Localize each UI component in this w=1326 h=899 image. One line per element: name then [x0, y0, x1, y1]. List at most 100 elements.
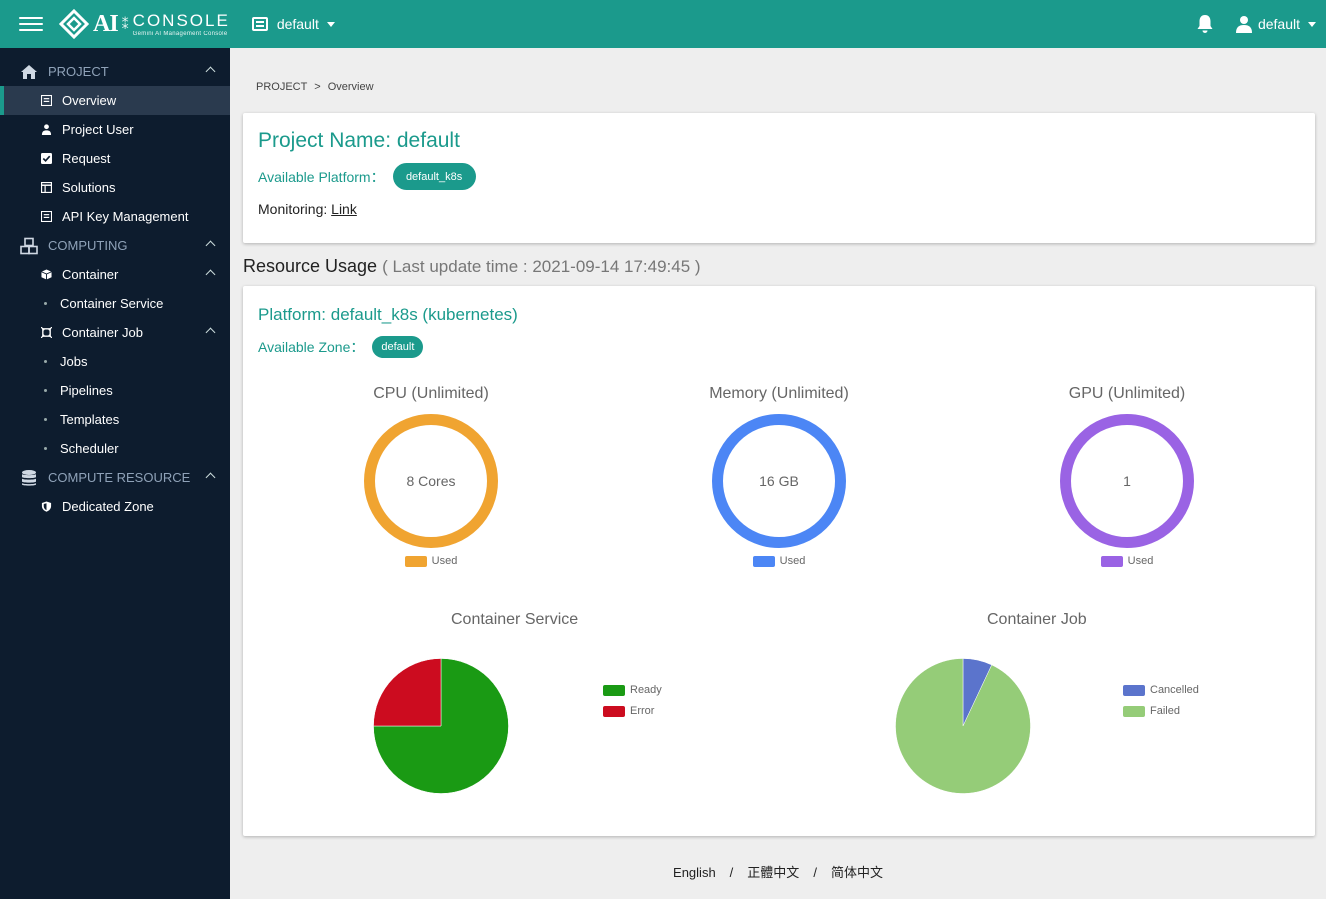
sidebar-item-jobs[interactable]: Jobs — [0, 347, 230, 376]
platform-pill[interactable]: default_k8s — [392, 163, 476, 190]
sidebar-item-project-user[interactable]: Project User — [0, 115, 230, 144]
list-icon — [40, 211, 52, 223]
sidebar-item-scheduler[interactable]: Scheduler — [0, 434, 230, 463]
sidebar-section-label: PROJECT — [48, 64, 109, 79]
sidebar-item-label: Pipelines — [60, 383, 113, 398]
user-name: default — [1257, 16, 1300, 32]
memory-donut-center: 16 GB — [759, 473, 799, 489]
list-icon — [40, 95, 52, 107]
gpu-legend-used[interactable]: Used — [1100, 555, 1154, 567]
legend-item-error[interactable]: Error — [603, 705, 662, 717]
sidebar-item-api-key[interactable]: API Key Management — [0, 202, 230, 231]
memory-legend-used[interactable]: Used — [752, 555, 806, 567]
cpu-donut-center: 8 Cores — [406, 473, 455, 489]
gpu-donut-ring[interactable] — [1060, 414, 1194, 548]
logo-ai-text: AI — [93, 10, 119, 37]
gpu-donut-chart: GPU (Unlimited) 1 Used — [1027, 385, 1227, 572]
resource-usage-heading: Resource Usage ( Last update time : 2021… — [243, 256, 701, 277]
chevron-up-icon — [205, 66, 216, 77]
sidebar-item-label: Request — [62, 151, 111, 166]
sidebar-item-container-service[interactable]: Container Service — [0, 289, 230, 318]
cube-icon — [40, 269, 52, 281]
legend-label: Used — [1127, 555, 1154, 567]
pie-slice-error[interactable] — [373, 658, 442, 727]
project-card: Project Name: default Available Platform… — [243, 113, 1315, 243]
caret-down-icon — [1308, 21, 1316, 27]
zone-pill[interactable]: default — [372, 336, 424, 358]
logo-subtitle: Gemini AI Management Console — [132, 30, 228, 37]
sidebar-item-pipelines[interactable]: Pipelines — [0, 376, 230, 405]
legend-swatch — [404, 555, 427, 567]
sidebar-section-label: COMPUTING — [48, 238, 128, 253]
cubes-icon — [20, 237, 38, 254]
breadcrumb-parent[interactable]: PROJECT — [256, 81, 308, 93]
lang-separator: / — [729, 865, 734, 880]
user-icon — [1235, 16, 1252, 33]
pie-slice-ready[interactable] — [373, 658, 509, 794]
chevron-up-icon — [205, 269, 216, 280]
sidebar-item-dedicated-zone[interactable]: Dedicated Zone — [0, 492, 230, 521]
sidebar-section-label: COMPUTE RESOURCE — [48, 470, 191, 485]
memory-donut-ring[interactable] — [712, 414, 846, 548]
legend-item-failed[interactable]: Failed — [1123, 705, 1199, 717]
project-select[interactable]: default — [251, 16, 335, 32]
breadcrumb-current: Overview — [327, 81, 374, 93]
container-service-legend: Ready Error — [603, 684, 662, 726]
sidebar-section-project[interactable]: PROJECT — [0, 57, 230, 86]
legend-item-ready[interactable]: Ready — [603, 684, 662, 696]
app-logo[interactable]: AI ⁑ CONSOLE Gemini AI Management Consol… — [59, 9, 230, 39]
container-service-chart-title: Container Service — [451, 611, 579, 628]
lang-traditional-chinese-link[interactable]: 正體中文 — [747, 865, 800, 880]
logo-diamond-icon — [59, 9, 89, 39]
sidebar-item-label: Container Service — [60, 296, 164, 311]
bell-icon[interactable] — [1196, 14, 1214, 34]
gpu-donut-title: GPU (Unlimited) — [1068, 385, 1186, 402]
legend-swatch — [752, 555, 775, 567]
platform-title: Platform: default_k8s (kubernetes) — [258, 305, 518, 324]
available-platform-label: Available Platform： — [258, 168, 385, 185]
hamburger-menu-icon[interactable] — [19, 15, 43, 33]
sidebar: PROJECT Overview Project User Request So… — [0, 48, 230, 899]
monitoring-link[interactable]: Link — [331, 201, 357, 217]
sidebar-section-compute-resource[interactable]: COMPUTE RESOURCE — [0, 463, 230, 492]
bullet-icon — [44, 302, 47, 305]
lang-simplified-chinese-link[interactable]: 简体中文 — [830, 865, 883, 880]
memory-donut-title: Memory (Unlimited) — [709, 385, 849, 402]
cpu-legend-used[interactable]: Used — [404, 555, 457, 567]
sidebar-item-request[interactable]: Request — [0, 144, 230, 173]
logo-sparkle-icon: ⁑ — [121, 15, 129, 32]
table-icon — [40, 182, 52, 194]
bullet-icon — [44, 360, 47, 363]
sidebar-section-computing[interactable]: COMPUTING — [0, 231, 230, 260]
user-icon — [40, 124, 52, 136]
sidebar-item-solutions[interactable]: Solutions — [0, 173, 230, 202]
job-icon — [40, 327, 52, 339]
legend-item-cancelled[interactable]: Cancelled — [1123, 684, 1199, 696]
chevron-up-icon — [205, 472, 216, 483]
pie-slice-failed[interactable] — [895, 658, 1031, 794]
sidebar-item-label: Container — [62, 267, 119, 282]
last-update-time: ( Last update time : 2021-09-14 17:49:45… — [382, 257, 701, 276]
cpu-donut-ring[interactable] — [364, 414, 498, 548]
checkbox-icon — [40, 153, 52, 165]
gpu-donut-center: 1 — [1123, 473, 1131, 489]
legend-label: Ready — [630, 684, 662, 696]
sidebar-item-label: Solutions — [62, 180, 116, 195]
sidebar-item-label: API Key Management — [62, 209, 189, 224]
sidebar-item-overview[interactable]: Overview — [0, 86, 230, 115]
sidebar-item-container-job[interactable]: Container Job — [0, 318, 230, 347]
user-menu[interactable]: default — [1235, 15, 1316, 33]
sidebar-item-label: Project User — [62, 122, 134, 137]
sidebar-item-templates[interactable]: Templates — [0, 405, 230, 434]
chevron-up-icon — [205, 240, 216, 251]
legend-label: Used — [779, 555, 806, 567]
project-title: Project Name: default — [258, 129, 460, 152]
logo-console-text: CONSOLE — [132, 10, 230, 30]
home-icon — [21, 64, 37, 79]
list-icon — [251, 17, 268, 31]
lang-english-link[interactable]: English — [673, 865, 716, 880]
cpu-donut-title: CPU (Unlimited) — [373, 385, 489, 402]
legend-swatch — [1123, 705, 1145, 717]
legend-swatch — [603, 705, 625, 717]
sidebar-item-container[interactable]: Container — [0, 260, 230, 289]
